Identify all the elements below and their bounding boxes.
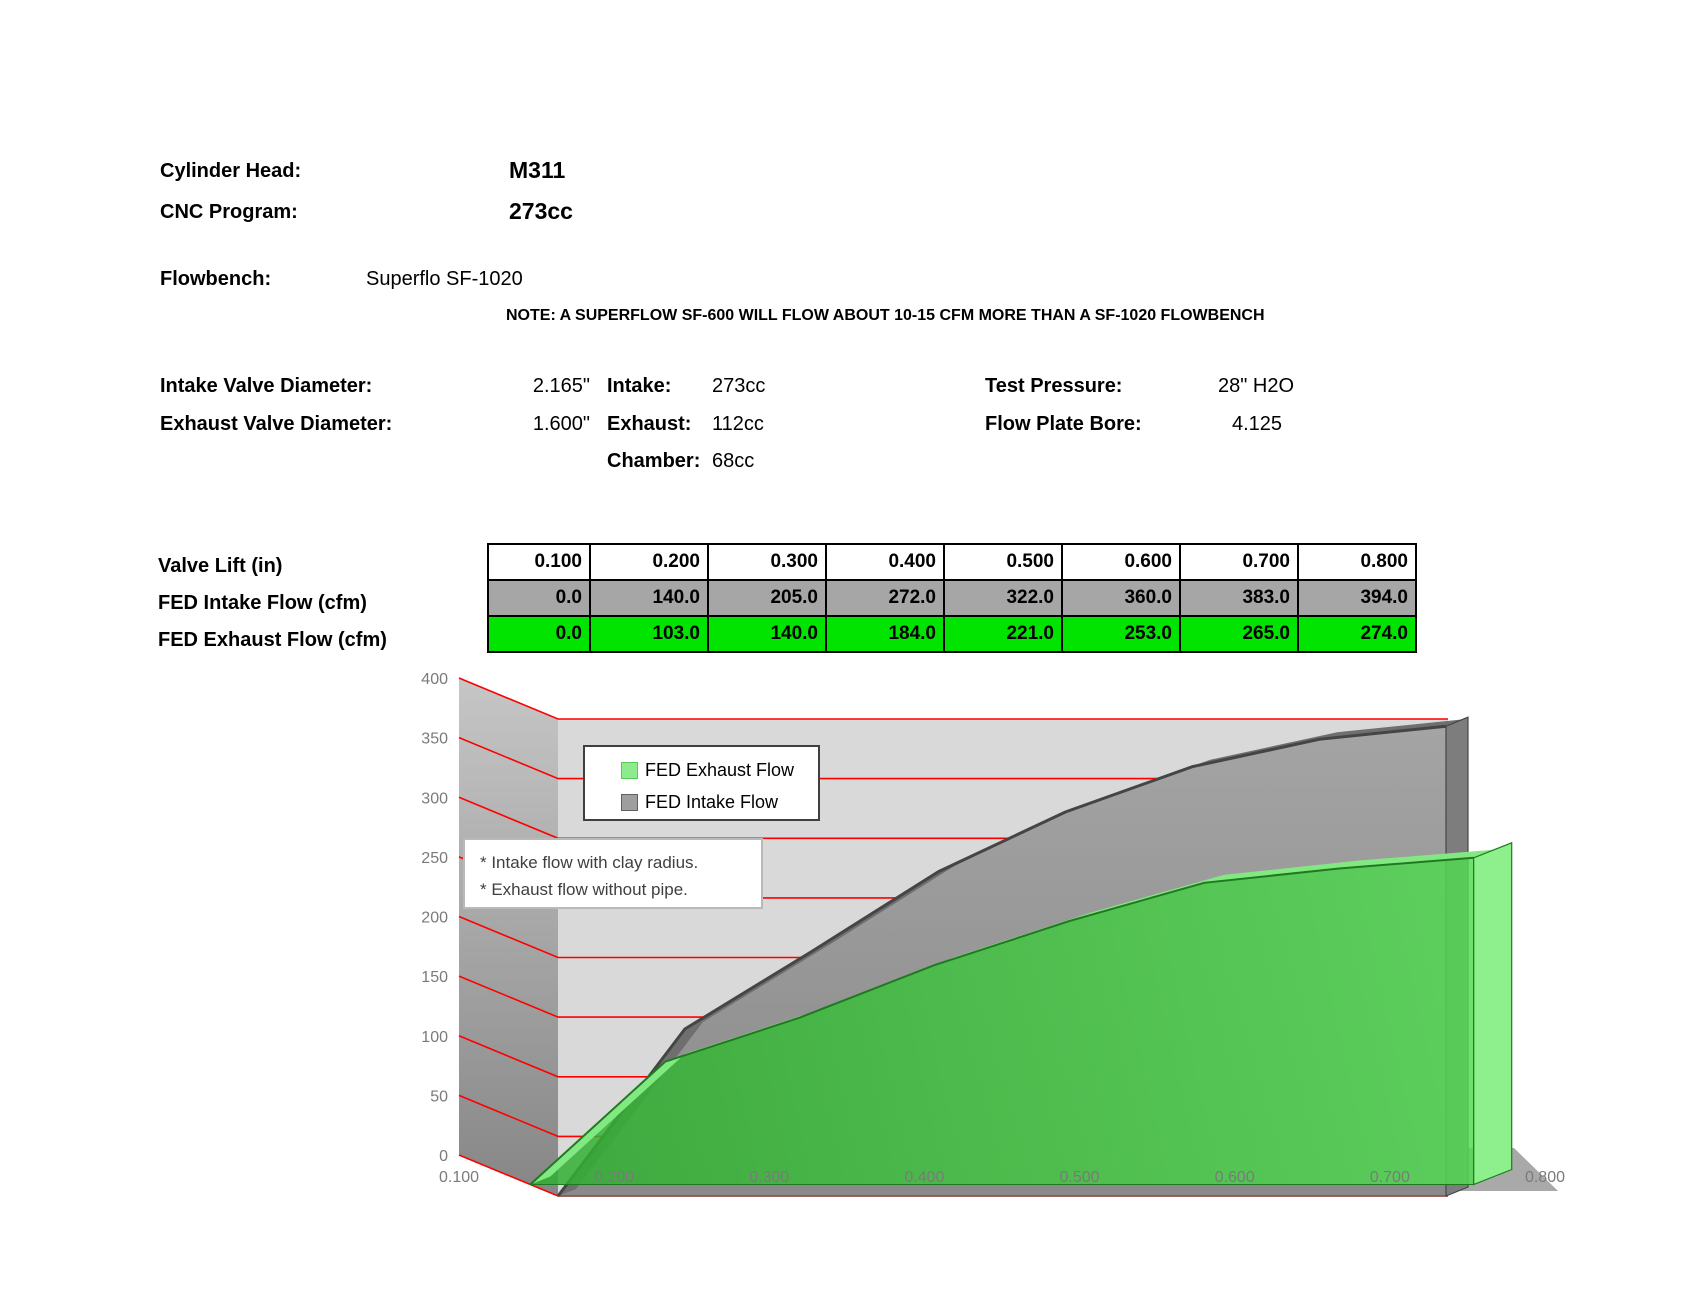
intake-flow-cell[interactable]: 360.0 (1061, 579, 1181, 617)
gridline (458, 736, 1448, 780)
exhaust-flow-cell[interactable]: 274.0 (1297, 615, 1417, 653)
intake-flow-cell[interactable]: 205.0 (707, 579, 827, 617)
y-axis-tick-label: 200 (421, 910, 448, 927)
exhaust-valve-diameter-value: 1.600" (532, 413, 590, 435)
flowbench-label: Flowbench: (160, 268, 272, 290)
gridline (458, 677, 1448, 720)
y-axis-tick-label: 50 (430, 1088, 448, 1105)
flow-area-chart: 0 50 100 150 200 250 300 350 400 0.100 0.200 0.300 0… (421, 671, 1565, 1197)
legend-label-intake: FED Intake Flow (645, 791, 779, 812)
x-axis-tick-label: 0.700 (1370, 1169, 1410, 1186)
intake-flow-cell[interactable]: 140.0 (589, 579, 709, 617)
exhaust-flow-cell[interactable]: 184.0 (825, 615, 945, 653)
y-axis-tick-label: 0 (439, 1148, 448, 1165)
table-row-label-valve-lift: Valve Lift (in) (158, 554, 283, 577)
y-axis-tick-label: 400 (421, 671, 448, 688)
cnc-program-value: 273cc (509, 198, 573, 224)
x-axis-tick-label: 0.400 (904, 1169, 944, 1186)
exhaust-flow-cell[interactable]: 265.0 (1179, 615, 1299, 653)
chart-legend: FED Exhaust Flow FED Intake Flow (583, 745, 820, 821)
legend-item-exhaust: FED Exhaust Flow (621, 757, 818, 783)
x-axis-tick-label: 0.100 (439, 1169, 479, 1186)
x-axis-tick-label: 0.300 (749, 1169, 789, 1186)
y-axis-tick-label: 300 (421, 790, 448, 807)
lift-cell[interactable]: 0.500 (943, 543, 1063, 581)
exhaust-cc-value: 112cc (712, 413, 764, 435)
cnc-program-label: CNC Program: (160, 201, 298, 223)
exhaust-flow-cell[interactable]: 253.0 (1061, 615, 1181, 653)
chamber-label: Chamber: (607, 450, 701, 472)
chart-annotation-box: * Intake flow with clay radius. * Exhaus… (463, 838, 763, 909)
y-axis-tick-label: 150 (421, 969, 448, 986)
flow-data-table: 0.100 0.200 0.300 0.400 0.500 0.600 0.70… (487, 543, 1417, 653)
intake-flow-cell[interactable]: 272.0 (825, 579, 945, 617)
flowbench-value: Superflo SF-1020 (366, 268, 523, 290)
test-pressure-label: Test Pressure: (985, 375, 1123, 397)
x-axis-tick-label: 0.600 (1215, 1169, 1255, 1186)
exhaust-flow-cell[interactable]: 140.0 (707, 615, 827, 653)
lift-cell[interactable]: 0.400 (825, 543, 945, 581)
intake-flow-cell[interactable]: 383.0 (1179, 579, 1299, 617)
exhaust-valve-diameter-label: Exhaust Valve Diameter: (160, 413, 393, 435)
lift-cell[interactable]: 0.300 (707, 543, 827, 581)
legend-item-intake: FED Intake Flow (621, 789, 818, 815)
legend-label-exhaust: FED Exhaust Flow (645, 759, 795, 780)
intake-flow-row: 0.0 140.0 205.0 272.0 322.0 360.0 383.0 … (487, 579, 1417, 617)
intake-series-swatch-icon (621, 793, 638, 811)
lift-cell[interactable]: 0.800 (1297, 543, 1417, 581)
y-axis-tick-label: 350 (421, 731, 448, 748)
cylinder-head-label: Cylinder Head: (160, 160, 302, 182)
y-axis-tick-label: 250 (421, 850, 448, 867)
lift-cell[interactable]: 0.600 (1061, 543, 1181, 581)
intake-flow-top-edge (556, 724, 1447, 1197)
valve-lift-row: 0.100 0.200 0.300 0.400 0.500 0.600 0.70… (487, 543, 1417, 581)
intake-flow-cell[interactable]: 0.0 (487, 579, 591, 617)
flowbench-note: NOTE: A SUPERFLOW SF-600 WILL FLOW ABOUT… (506, 307, 1265, 324)
y-axis-tick-label: 100 (421, 1029, 448, 1046)
exhaust-cc-label: Exhaust: (607, 413, 692, 435)
exhaust-flow-end-cap (1473, 841, 1513, 1186)
x-axis-tick-label: 0.200 (594, 1169, 634, 1186)
lift-cell[interactable]: 0.100 (487, 543, 591, 581)
flow-plate-bore-value: 4.125 (1232, 413, 1283, 435)
exhaust-flow-cell[interactable]: 221.0 (943, 615, 1063, 653)
exhaust-series-swatch-icon (621, 761, 638, 779)
lift-cell[interactable]: 0.200 (589, 543, 709, 581)
table-row-label-exhaust-flow: FED Exhaust Flow (cfm) (158, 628, 387, 651)
flow-plate-bore-label: Flow Plate Bore: (985, 413, 1142, 435)
exhaust-flow-top-edge (529, 856, 1474, 1186)
exhaust-flow-row: 0.0 103.0 140.0 184.0 221.0 253.0 265.0 … (487, 615, 1417, 653)
test-pressure-value: 28" H2O (1218, 375, 1295, 397)
annotation-line-exhaust: * Exhaust flow without pipe. (480, 880, 688, 899)
intake-valve-diameter-value: 2.165" (532, 375, 590, 397)
intake-valve-diameter-label: Intake Valve Diameter: (160, 375, 373, 397)
x-axis-tick-label: 0.800 (1525, 1169, 1565, 1186)
exhaust-flow-cell[interactable]: 103.0 (589, 615, 709, 653)
cylinder-head-value: M311 (509, 157, 566, 183)
intake-cc-value: 273cc (712, 375, 766, 397)
annotation-line-intake: * Intake flow with clay radius. (480, 853, 699, 872)
table-row-label-intake-flow: FED Intake Flow (cfm) (158, 591, 367, 614)
chamber-value: 68cc (712, 450, 755, 472)
intake-flow-cell[interactable]: 394.0 (1297, 579, 1417, 617)
lift-cell[interactable]: 0.700 (1179, 543, 1299, 581)
intake-flow-cell[interactable]: 322.0 (943, 579, 1063, 617)
x-axis-tick-label: 0.500 (1060, 1169, 1100, 1186)
exhaust-flow-cell[interactable]: 0.0 (487, 615, 591, 653)
intake-cc-label: Intake: (607, 375, 672, 397)
